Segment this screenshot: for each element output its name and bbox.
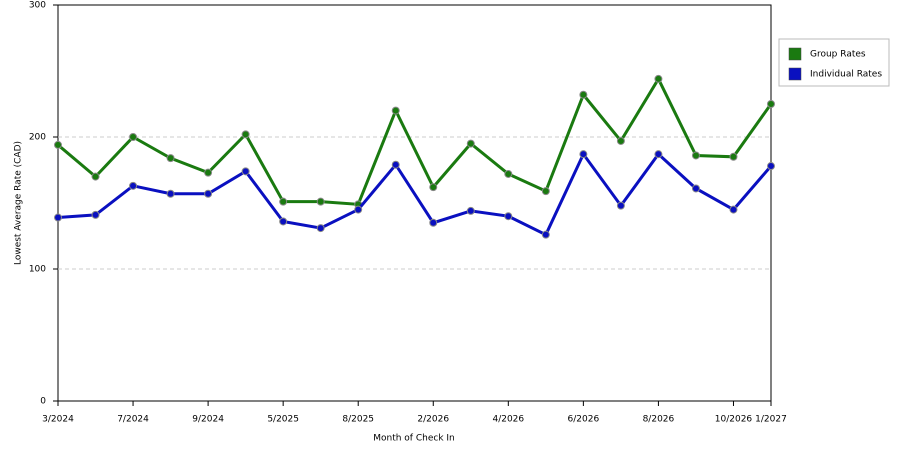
data-point	[54, 140, 62, 149]
data-point	[767, 162, 775, 171]
data-point	[54, 213, 62, 222]
data-point	[579, 90, 588, 99]
series-line	[57, 151, 773, 237]
x-tick-label: 5/2025	[267, 415, 299, 425]
x-tick-label: 2/2026	[417, 415, 449, 425]
x-tick-label: 9/2024	[192, 415, 224, 425]
data-point	[729, 152, 738, 161]
data-point	[391, 106, 400, 115]
y-tick-label: 200	[29, 133, 46, 143]
data-point	[541, 187, 550, 196]
x-tick-label: 6/2026	[568, 415, 600, 425]
legend-swatch	[788, 47, 802, 61]
data-point	[616, 201, 625, 210]
legend-label: Individual Rates	[810, 70, 882, 80]
data-point	[354, 205, 363, 214]
data-point	[616, 136, 625, 145]
data-point	[91, 172, 100, 181]
data-point	[504, 169, 513, 178]
x-tick-label: 7/2024	[117, 415, 149, 425]
data-point	[429, 183, 438, 192]
data-point	[767, 100, 775, 108]
y-tick-label: 0	[40, 397, 46, 407]
y-tick-label: 300	[29, 1, 46, 11]
data-point	[241, 167, 250, 176]
data-point	[204, 168, 213, 177]
data-point	[166, 189, 175, 198]
x-tick-label: 4/2026	[492, 415, 524, 425]
data-point	[541, 230, 550, 239]
data-point	[204, 189, 213, 198]
plot-area	[57, 4, 772, 402]
data-point	[654, 150, 663, 159]
data-point	[129, 133, 138, 141]
data-point	[241, 130, 250, 139]
x-tick-label: 10/2026	[715, 415, 753, 425]
legend-swatch	[788, 67, 802, 81]
data-point	[466, 139, 475, 148]
data-point	[504, 212, 513, 221]
series-line	[57, 75, 773, 206]
x-tick-label: 1/2027	[755, 415, 787, 425]
x-axis-label: Month of Check In	[373, 434, 455, 444]
data-point	[279, 217, 288, 226]
x-tick-label: 3/2024	[42, 415, 74, 425]
y-axis-label: Lowest Average Rate (CAD)	[14, 141, 24, 265]
data-point	[129, 181, 138, 190]
data-point	[579, 150, 588, 159]
data-point	[279, 197, 288, 206]
legend-label: Group Rates	[810, 50, 866, 60]
data-point	[166, 154, 175, 163]
y-tick-label: 100	[29, 265, 46, 275]
data-point	[316, 197, 325, 206]
data-point	[91, 210, 100, 219]
data-point	[691, 184, 700, 193]
data-point	[429, 218, 438, 227]
data-point	[654, 74, 663, 83]
x-tick-label: 8/2026	[643, 415, 675, 425]
x-tick-label: 8/2025	[342, 415, 374, 425]
data-point	[691, 151, 700, 160]
data-point	[391, 160, 400, 169]
data-point	[729, 205, 738, 214]
data-point	[466, 206, 475, 215]
data-point	[316, 224, 325, 233]
